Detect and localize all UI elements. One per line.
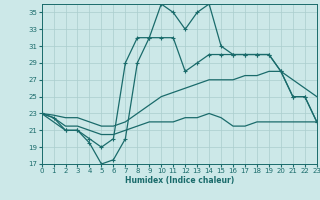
X-axis label: Humidex (Indice chaleur): Humidex (Indice chaleur)	[124, 176, 234, 185]
